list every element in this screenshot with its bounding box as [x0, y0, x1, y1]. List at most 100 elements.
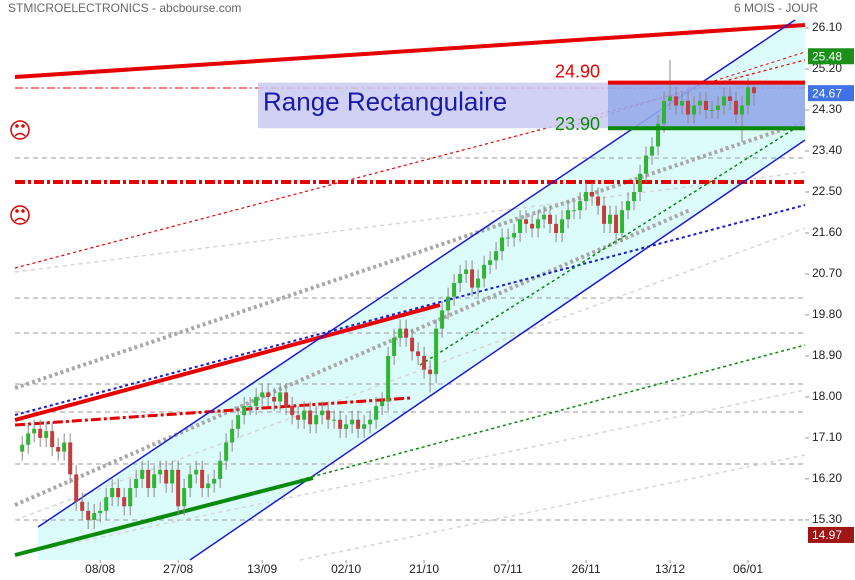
y-tick-label: 15.30 [812, 512, 842, 526]
candle-body [530, 223, 535, 229]
y-tick-label: 16.20 [812, 471, 842, 485]
y-tick-label: 18.90 [812, 348, 842, 362]
candle-body [452, 283, 457, 297]
y-tick-label: 25.20 [812, 61, 842, 75]
x-tick-label: 07/11 [494, 562, 523, 576]
candle-body [662, 100, 667, 124]
candle-body [62, 442, 67, 452]
candle-body [680, 100, 685, 106]
candle-body [752, 87, 757, 94]
candle-body [614, 214, 619, 233]
candle-body [386, 355, 391, 402]
range-box [258, 82, 608, 129]
candle-body [482, 264, 487, 279]
candle-body [686, 100, 691, 115]
candle-body [68, 442, 73, 475]
y-tick-label: 23.40 [812, 143, 842, 157]
channel-lower [189, 139, 806, 561]
candle-body [290, 406, 295, 416]
x-tick-label: 06/01 [733, 562, 763, 576]
candle-body [272, 396, 277, 402]
candle-body [518, 219, 523, 233]
candle-body [524, 219, 529, 224]
channel-fill [38, 20, 805, 560]
candle-body [332, 419, 337, 421]
candle-body [584, 191, 589, 202]
candle-body [38, 428, 43, 438]
y-tick-label: 22.50 [812, 184, 842, 198]
blue-dotted-line [14, 204, 806, 416]
candle-body [620, 210, 625, 233]
candle-body [602, 205, 607, 224]
candle-body [608, 214, 613, 224]
price-tag [808, 526, 854, 543]
candle-body [740, 105, 745, 115]
candle-body [92, 513, 97, 520]
candle-body [746, 87, 751, 106]
candle-body [344, 424, 349, 429]
candle-body [308, 410, 313, 425]
candle-body [248, 406, 253, 408]
candle-body [512, 232, 517, 238]
candle-body [368, 419, 373, 425]
candle-body [176, 469, 181, 507]
candle-body [224, 442, 229, 461]
resistance-line [14, 23, 806, 79]
candle-body [278, 392, 283, 402]
candle-body [236, 415, 241, 429]
candle-body [506, 237, 511, 239]
candle-body [302, 410, 307, 420]
y-tick-label: 21.60 [812, 225, 842, 239]
candle-body [338, 419, 343, 429]
support-lines [15, 157, 805, 521]
candle-body [560, 219, 565, 233]
candle-body [104, 497, 109, 511]
candle-body [674, 96, 679, 106]
candle-body [542, 214, 547, 220]
candle-body [572, 210, 577, 212]
candle-body [440, 310, 445, 329]
candle-body [692, 105, 697, 115]
candle-body [158, 469, 163, 475]
candle-body [110, 488, 115, 498]
candle-body [410, 337, 415, 352]
candle-body [710, 110, 715, 112]
candle-body [194, 469, 199, 475]
candle-body [230, 428, 235, 443]
x-tick-label: 27/08 [163, 562, 193, 576]
price-tag-label: 24.67 [812, 86, 842, 100]
green-dotted-line [419, 121, 806, 366]
candle-body [350, 419, 355, 425]
candle-body [374, 406, 379, 420]
price-tag-label: 25.48 [812, 49, 842, 63]
candle-body [416, 351, 421, 356]
candle-body [596, 196, 601, 206]
candle-body [398, 328, 403, 338]
candle-body [116, 488, 121, 498]
candle-body [356, 419, 361, 429]
candle-body [626, 201, 631, 211]
candle-body [590, 191, 595, 197]
candle-body [488, 260, 493, 265]
candle-body [98, 510, 103, 514]
x-tick-label: 13/12 [655, 562, 685, 576]
candle-body [458, 273, 463, 284]
candle-body [284, 392, 289, 407]
candle-body [548, 214, 553, 224]
trendline [14, 120, 806, 390]
range-layer: Range Rectangulaire [258, 82, 805, 129]
candle-body [326, 410, 331, 420]
candle-body [578, 201, 583, 211]
header-title: STMICROELECTRONICS - abcbourse.com [8, 1, 241, 15]
candle-body [86, 510, 91, 520]
y-tick-label: 19.80 [812, 307, 842, 321]
candle-body [26, 433, 31, 445]
x-tick-label: 13/09 [247, 562, 277, 576]
candle-body [128, 488, 133, 507]
x-tick-label: 21/10 [409, 562, 439, 576]
candle-body [44, 431, 49, 438]
level-label: 24.90 [555, 61, 600, 81]
candle-body [464, 269, 469, 274]
candle-body [698, 100, 703, 106]
candle-body [728, 96, 733, 101]
